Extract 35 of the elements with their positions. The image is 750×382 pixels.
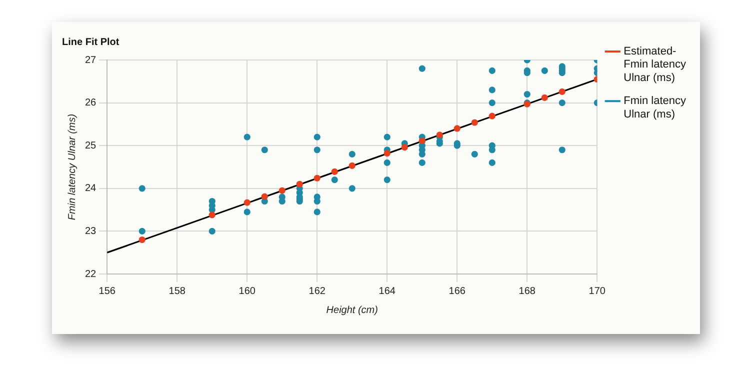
y-axis-title: Fmin latency Ulnar (ms)	[66, 114, 78, 220]
legend-label: Estimated-Fmin latency Ulnar (ms)	[624, 46, 686, 84]
point	[278, 187, 286, 194]
point	[454, 125, 460, 132]
x-tick-label: 156	[98, 286, 116, 297]
x-tick-label: 168	[518, 286, 536, 297]
point	[138, 236, 146, 244]
y-tick-label: 24	[85, 183, 97, 194]
point	[208, 212, 216, 218]
x-tick-label: 160	[238, 286, 256, 297]
point	[296, 180, 303, 188]
y-tick-label: 22	[85, 268, 97, 280]
y-tick-label: 23	[85, 226, 97, 237]
point	[331, 168, 338, 176]
point	[384, 150, 390, 157]
y-tick-label: 27	[85, 54, 97, 66]
point	[244, 199, 250, 206]
x-tick-label: 158	[168, 286, 186, 297]
legend-label: Fmin latency Ulnar (ms)	[624, 95, 686, 120]
x-tick-label: 170	[588, 286, 606, 297]
point	[261, 193, 268, 200]
y-tick-label: 26	[85, 98, 97, 109]
point	[314, 174, 320, 182]
x-axis-title: Height (cm)	[326, 304, 378, 316]
point	[558, 88, 566, 95]
point	[541, 94, 548, 101]
point	[471, 119, 478, 126]
point	[488, 112, 496, 120]
chart-title: Line Fit Plot	[62, 36, 120, 48]
y-tick-label: 25	[85, 140, 97, 152]
x-tick-label: 162	[308, 286, 326, 297]
x-tick-label: 166	[448, 286, 466, 297]
x-tick-label: 164	[378, 286, 396, 297]
point	[401, 144, 408, 151]
point	[348, 162, 356, 170]
